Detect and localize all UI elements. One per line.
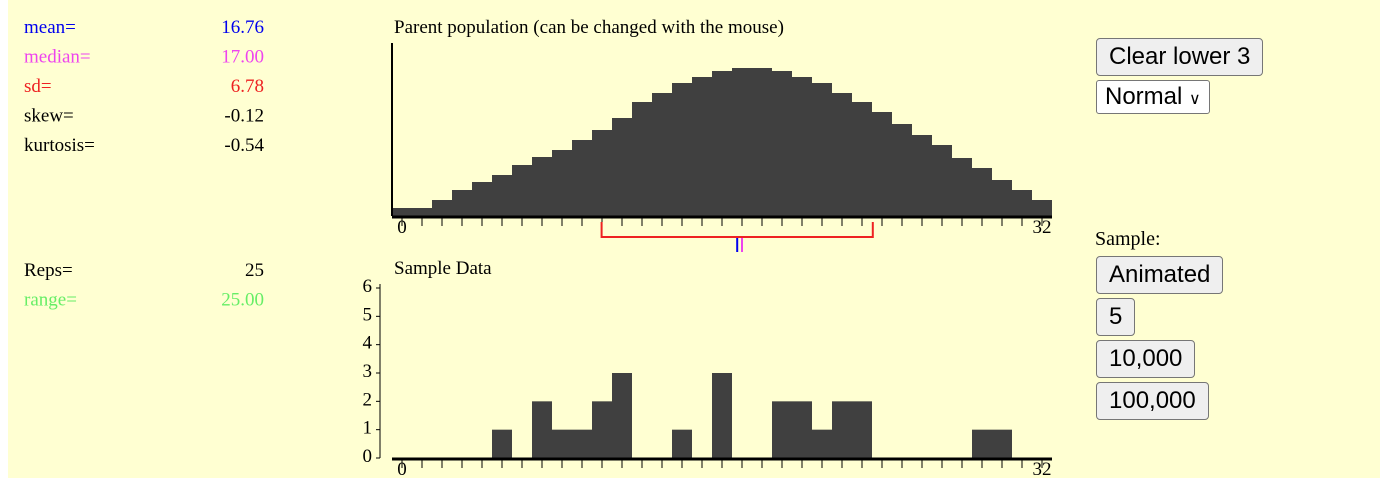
sample-button[interactable]: 10,000 (1096, 340, 1196, 378)
bar (592, 401, 612, 458)
bar (812, 429, 832, 458)
y-tick-label: 0 (363, 446, 373, 467)
stat-label: range= (24, 290, 77, 311)
bar (392, 208, 412, 216)
stat-value: 17.00 (221, 47, 264, 68)
y-tick-label: 6 (363, 276, 373, 297)
clear-button[interactable]: Clear lower 3 (1096, 38, 1264, 76)
bar (772, 71, 792, 216)
bar (532, 157, 552, 216)
x-tick-label: 0 (397, 459, 407, 478)
bar (832, 401, 852, 458)
y-tick-label: 2 (363, 389, 373, 410)
bar (452, 190, 472, 216)
bar (712, 373, 732, 458)
y-tick-label: 3 (363, 361, 373, 382)
chevron: ∨ (1189, 91, 1201, 108)
bar (892, 124, 912, 216)
bar (852, 401, 872, 458)
sample-label: Sample: (1095, 228, 1161, 250)
bar (992, 429, 1012, 458)
sample-button[interactable]: 5 (1096, 298, 1136, 336)
stat-value: 25.00 (221, 290, 264, 311)
bar (572, 140, 592, 216)
stat-value: -0.12 (224, 106, 264, 127)
bar (792, 401, 812, 458)
sample-button[interactable]: Animated (1096, 256, 1224, 294)
select-value: Normal (1105, 83, 1183, 110)
bar (552, 429, 572, 458)
bar (472, 182, 492, 216)
bar (612, 373, 632, 458)
y-tick-label: 4 (363, 333, 373, 354)
stat-label: mean= (24, 17, 76, 38)
stat-value: 16.76 (221, 17, 264, 38)
bar (972, 168, 992, 216)
bar (932, 145, 952, 216)
sample-title: Sample Data (394, 258, 492, 279)
bar (1012, 190, 1032, 216)
bar (492, 429, 512, 458)
parent-title: Parent population (can be changed with t… (394, 17, 784, 38)
bar (632, 102, 652, 216)
bar (672, 429, 692, 458)
stat-label: Reps= (24, 260, 73, 281)
stat-label: skew= (24, 106, 74, 127)
bar (992, 180, 1012, 216)
bar (532, 401, 552, 458)
x-tick-label: 32 (1033, 217, 1052, 238)
stat-label: kurtosis= (24, 135, 95, 156)
bar (512, 165, 532, 216)
stat-label: median= (24, 47, 91, 68)
bar (752, 68, 772, 216)
bar (672, 83, 692, 216)
x-tick-label: 32 (1033, 459, 1052, 478)
bar (952, 158, 972, 216)
bar (712, 71, 732, 216)
bar (972, 429, 992, 458)
bar (412, 208, 432, 216)
sd-bracket (600, 222, 874, 238)
bar (872, 112, 892, 216)
bar (832, 93, 852, 216)
stat-value: 25 (245, 260, 264, 281)
bar (432, 200, 452, 216)
y-tick-label: 5 (363, 304, 373, 325)
bar (652, 93, 672, 216)
bar (852, 102, 872, 216)
bar (772, 401, 792, 458)
bar (812, 83, 832, 216)
distribution-select[interactable]: Normal ∨ (1096, 80, 1210, 114)
bar (572, 429, 592, 458)
bar (692, 77, 712, 216)
sample-button[interactable]: 100,000 (1096, 382, 1209, 420)
stat-value: 6.78 (231, 76, 264, 97)
stat-label: sd= (24, 76, 52, 97)
bar (912, 135, 932, 216)
bar (612, 118, 632, 216)
bar (732, 68, 752, 216)
bar (552, 150, 572, 216)
stat-value: -0.54 (224, 135, 264, 156)
y-tick-label: 1 (363, 418, 373, 439)
bar (592, 130, 612, 216)
bar (792, 77, 812, 216)
bar (492, 175, 512, 216)
x-tick-label: 0 (397, 217, 407, 238)
bar (1032, 200, 1052, 216)
